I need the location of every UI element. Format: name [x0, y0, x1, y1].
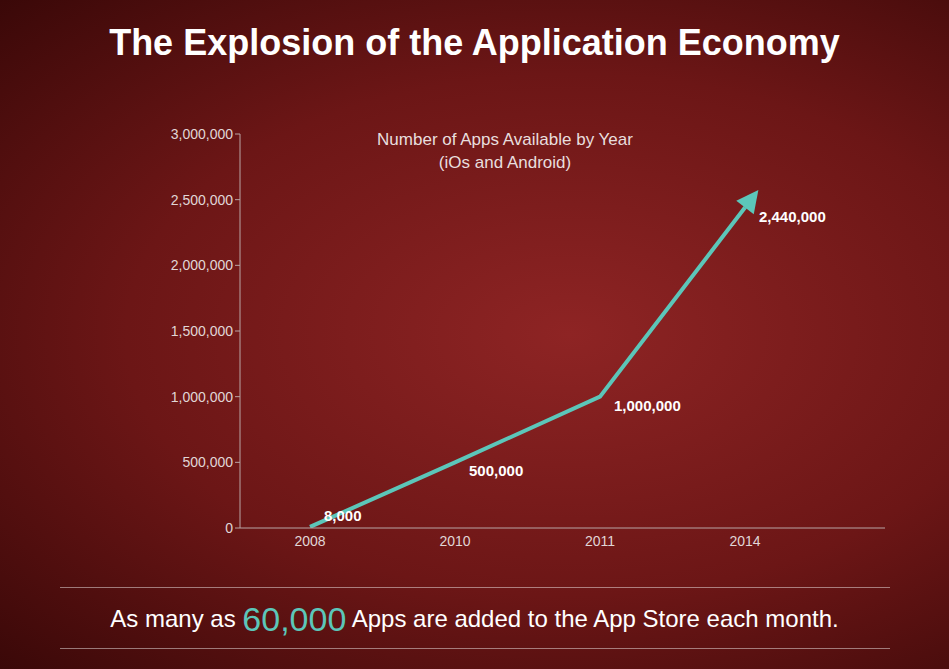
svg-text:500,000: 500,000: [182, 454, 233, 470]
svg-text:3,000,000: 3,000,000: [171, 126, 233, 142]
svg-text:2010: 2010: [439, 533, 470, 549]
svg-text:2014: 2014: [729, 533, 760, 549]
svg-text:8,000: 8,000: [324, 507, 362, 524]
html-text:As many as60,000Apps are added: As many as60,000Apps are added to the Ap…: [110, 599, 839, 638]
svg-text:2011: 2011: [585, 533, 615, 549]
svg-text:1,500,000: 1,500,000: [171, 323, 233, 339]
html-text:The Explosion of the Applicati: The Explosion of the Application Economy: [109, 22, 840, 63]
svg-text:2,500,000: 2,500,000: [171, 192, 233, 208]
svg-text:1,000,000: 1,000,000: [171, 389, 233, 405]
svg-text:2,000,000: 2,000,000: [171, 257, 233, 273]
svg-text:2008: 2008: [294, 533, 325, 549]
svg-text:1,000,000: 1,000,000: [614, 397, 681, 414]
svg-text:500,000: 500,000: [469, 462, 523, 479]
svg-text:2,440,000: 2,440,000: [759, 208, 826, 225]
html-text:(iOs and Android): (iOs and Android): [438, 153, 572, 172]
svg-text:0: 0: [225, 520, 233, 536]
html-text:Number of Apps Available by Ye: Number of Apps Available by Year: [377, 130, 633, 149]
